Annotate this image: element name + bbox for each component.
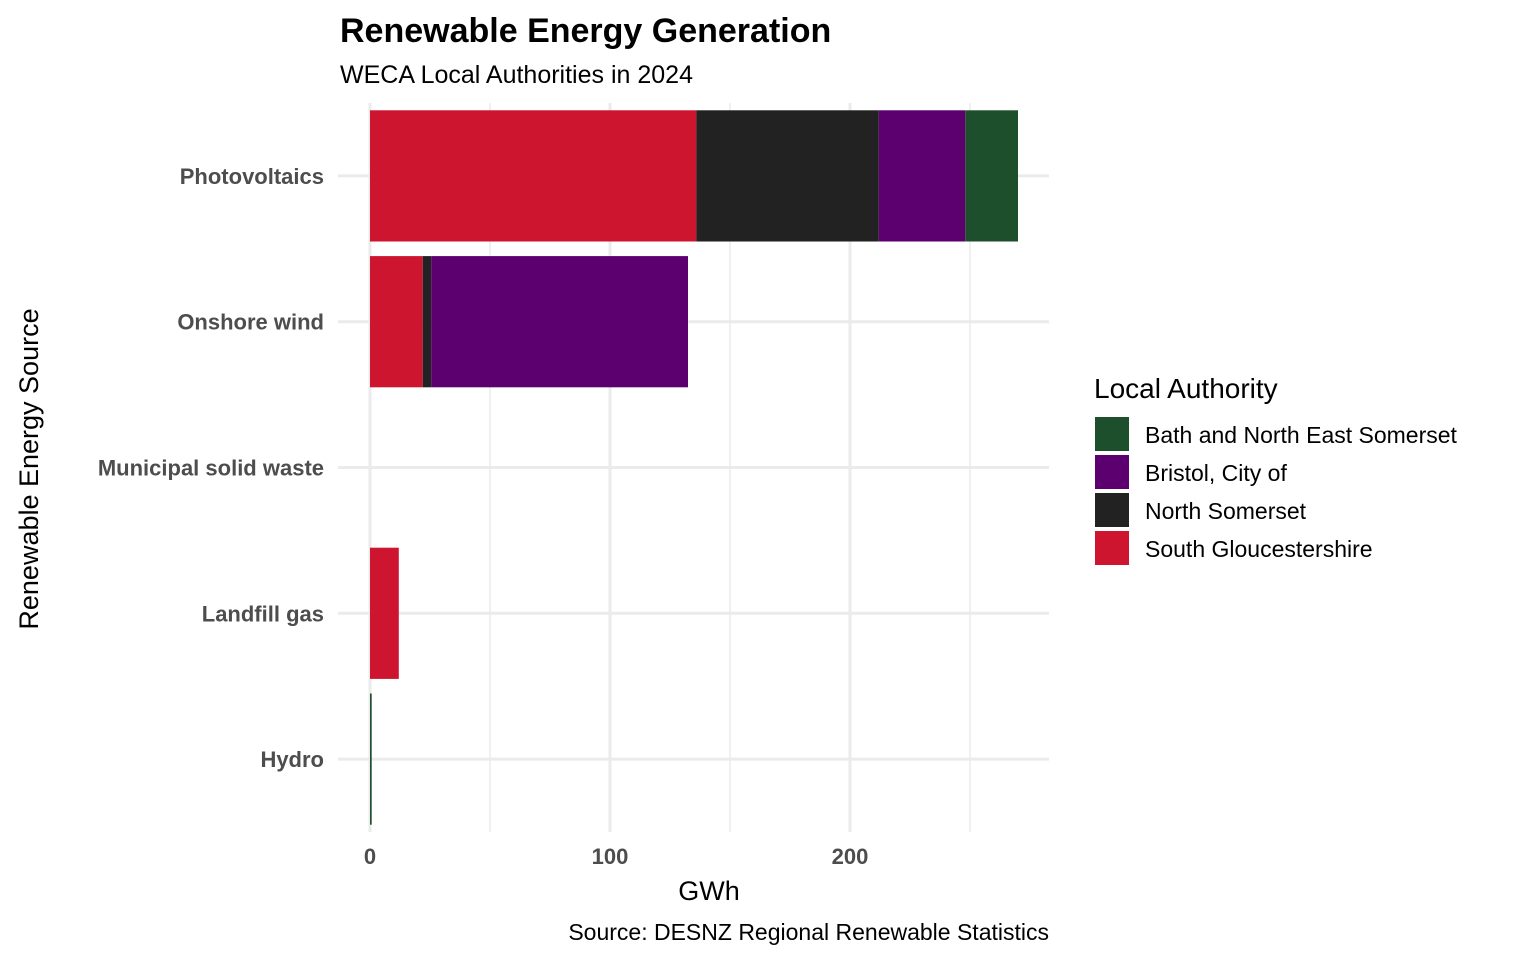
bar-segment xyxy=(878,110,966,242)
y-tick-label: Hydro xyxy=(260,747,324,772)
chart-title: Renewable Energy Generation xyxy=(340,12,831,50)
x-tick-label: 100 xyxy=(592,844,629,869)
chart-caption: Source: DESNZ Regional Renewable Statist… xyxy=(568,919,1049,945)
y-tick-label: Photovoltaics xyxy=(180,164,324,189)
bar-segment xyxy=(965,110,1018,242)
x-axis-title: GWh xyxy=(678,876,740,906)
bar-segment xyxy=(422,256,432,388)
bar-segment xyxy=(431,256,688,388)
legend-label: South Gloucestershire xyxy=(1145,536,1373,562)
bar-segment xyxy=(370,693,372,825)
legend-swatch xyxy=(1095,455,1129,489)
x-tick-label: 0 xyxy=(364,844,376,869)
legend-label: Bristol, City of xyxy=(1145,460,1287,486)
bar-segment xyxy=(696,110,879,242)
legend-swatch xyxy=(1095,531,1129,565)
x-tick-label: 200 xyxy=(832,844,869,869)
y-tick-labels: Photovoltaics Onshore wind Municipal solid… xyxy=(98,164,324,772)
bar-segment xyxy=(370,256,423,388)
legend-swatch xyxy=(1095,493,1129,527)
legend-swatch xyxy=(1095,417,1129,451)
x-tick-labels: 0 100 200 xyxy=(364,844,868,869)
chart-subtitle: WECA Local Authorities in 2024 xyxy=(340,61,693,89)
legend-label: North Somerset xyxy=(1145,498,1307,524)
y-tick-label: Landfill gas xyxy=(202,601,324,626)
y-tick-label: Onshore wind xyxy=(177,310,324,335)
bar-segment xyxy=(370,110,697,242)
legend-items: Bath and North East Somerset Bristol, Cit… xyxy=(1095,417,1458,565)
legend: Local Authority Bath and North East Some… xyxy=(1094,373,1458,565)
y-tick-label: Municipal solid waste xyxy=(98,456,324,481)
bar-segment xyxy=(370,547,399,679)
y-axis-title: Renewable Energy Source xyxy=(14,308,44,629)
bars xyxy=(370,110,1018,825)
legend-title: Local Authority xyxy=(1094,373,1278,404)
legend-label: Bath and North East Somerset xyxy=(1145,422,1458,448)
